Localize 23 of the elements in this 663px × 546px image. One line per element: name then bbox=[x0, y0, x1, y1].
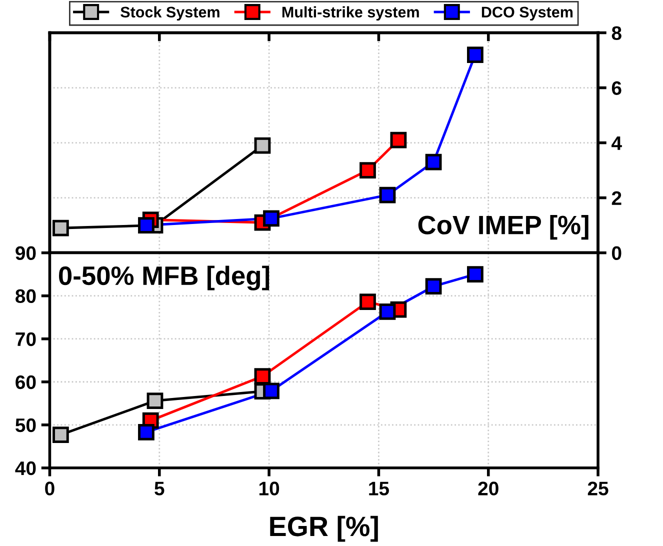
legend-label: Multi-strike system bbox=[282, 6, 419, 21]
y2-tick-label: 2 bbox=[612, 191, 622, 205]
y-tick-label: 80 bbox=[16, 289, 36, 304]
x-tick-label: 5 bbox=[154, 482, 164, 496]
y2-tick-label: 4 bbox=[612, 136, 622, 150]
x-tick-label: 20 bbox=[478, 482, 498, 496]
x-tick-label: 15 bbox=[369, 482, 389, 496]
x-tick-label: 0 bbox=[45, 482, 54, 496]
x-tick-label: 10 bbox=[259, 482, 280, 496]
y2-tick-label: 0 bbox=[612, 246, 622, 260]
y-tick-label: 90 bbox=[16, 246, 36, 260]
legend-label: DCO System bbox=[482, 6, 573, 21]
annotation: CoV IMEP [%] bbox=[418, 214, 588, 240]
x-axis-title: EGR [%] bbox=[270, 516, 378, 542]
annotation: 0-50% MFB [deg] bbox=[58, 266, 270, 290]
y2-tick-label: 8 bbox=[612, 26, 622, 40]
y-tick-label: 40 bbox=[15, 461, 36, 476]
legend-label: Stock System bbox=[120, 6, 220, 21]
y2-tick-label: 6 bbox=[612, 81, 622, 96]
y-tick-label: 70 bbox=[16, 332, 36, 346]
x-tick-label: 25 bbox=[588, 482, 608, 496]
y-tick-label: 60 bbox=[16, 375, 36, 390]
y-tick-label: 50 bbox=[16, 418, 36, 432]
